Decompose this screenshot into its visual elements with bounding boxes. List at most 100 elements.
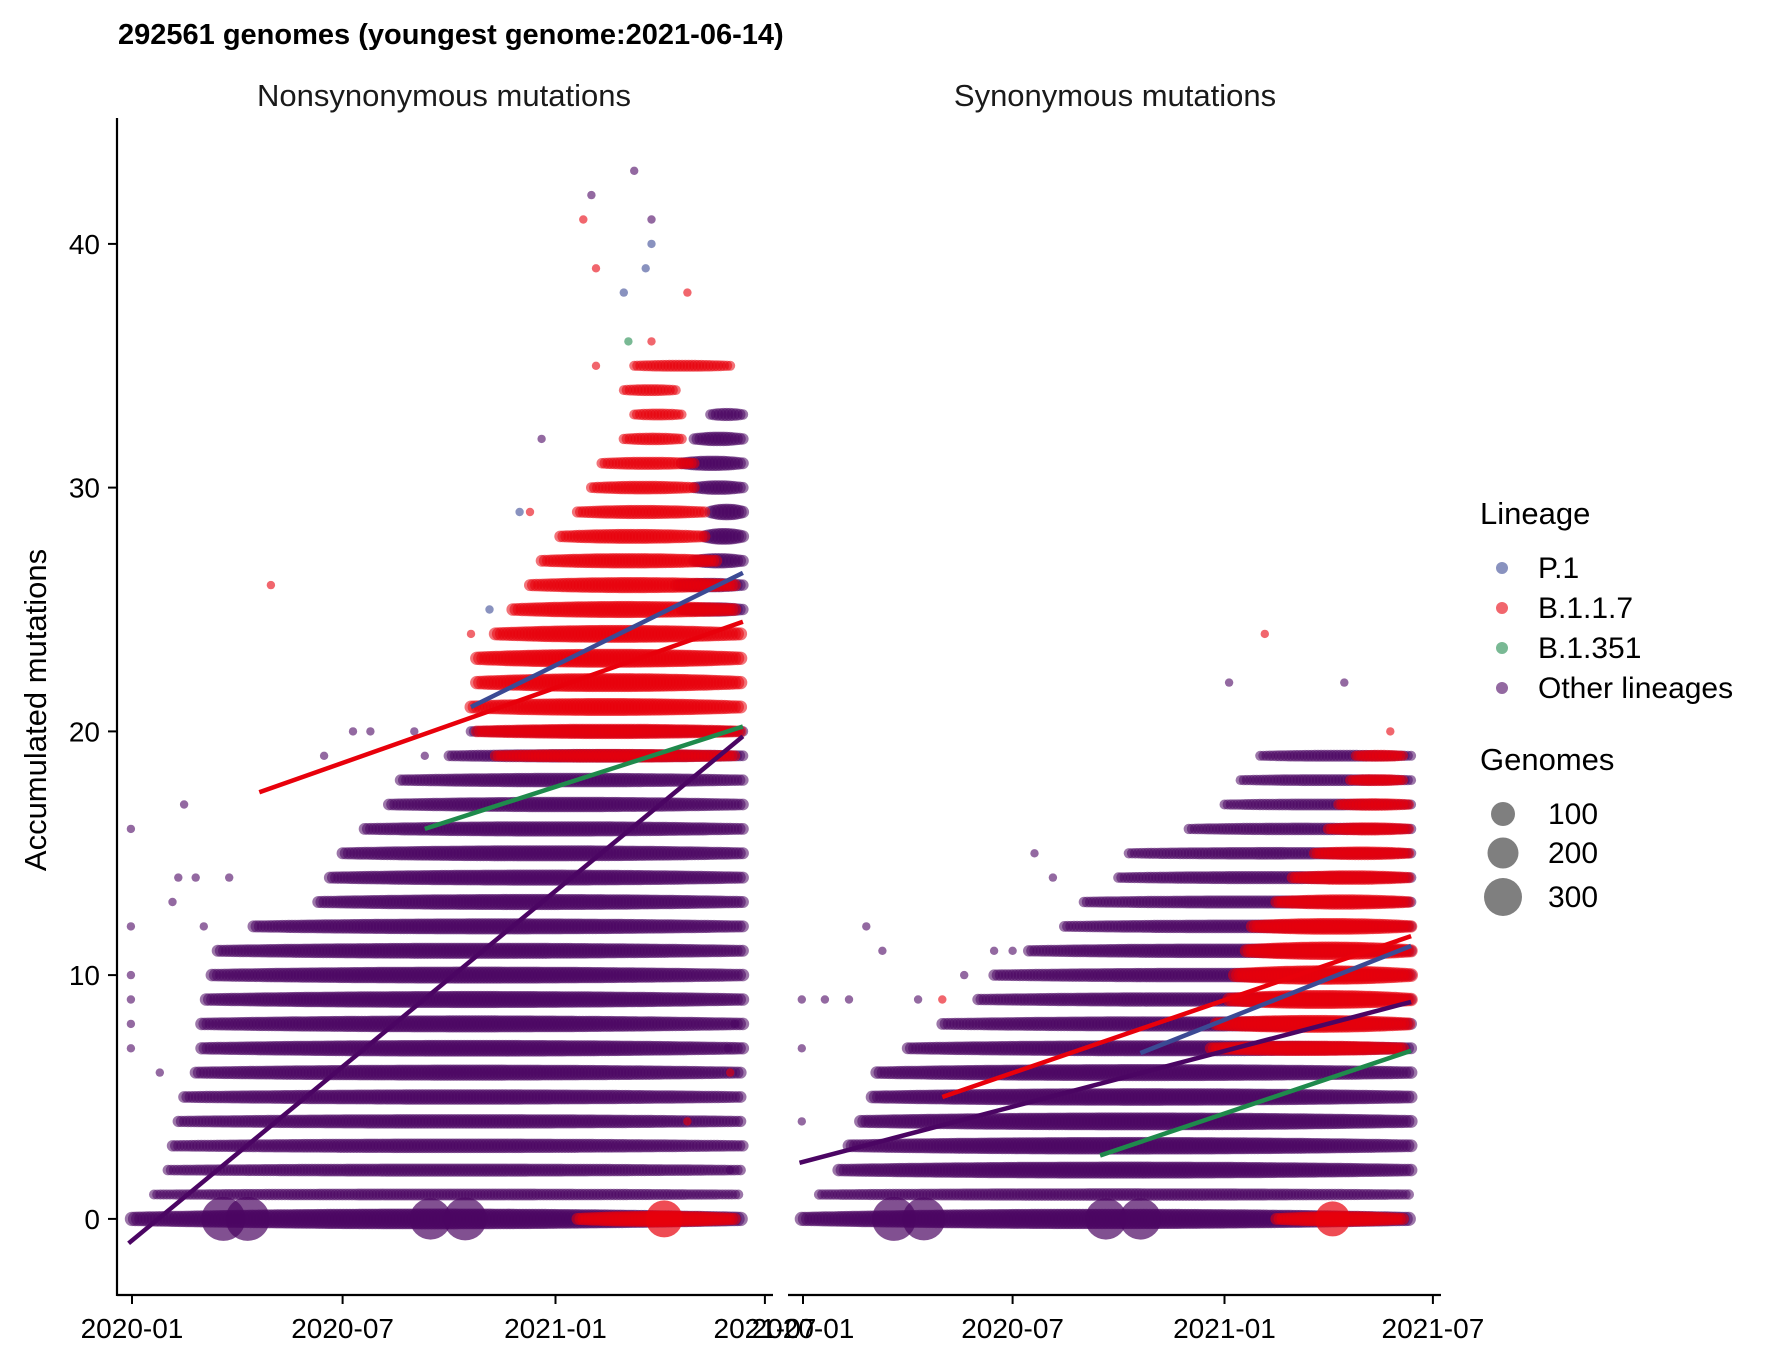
data-point	[728, 1212, 741, 1225]
outlier-point-other-lineages	[126, 824, 136, 834]
outlier-point-other-lineages	[126, 1019, 136, 1029]
panel-label-synonymous: Synonymous mutations	[954, 78, 1276, 113]
cluster-point-other-lineages	[443, 1197, 487, 1241]
data-point	[699, 506, 711, 518]
band-b-1-1-7-y28	[554, 528, 711, 544]
panel-label-nonsynonymous: Nonsynonymous mutations	[257, 78, 631, 113]
data-point	[689, 458, 700, 469]
band-other-lineages-y1	[149, 1188, 744, 1201]
data-point	[736, 968, 750, 982]
data-point	[728, 603, 742, 616]
band-other-lineages-y8	[195, 1015, 750, 1033]
band-other-lineages-y9	[199, 990, 750, 1009]
data-point	[1403, 1189, 1415, 1200]
panel-nonsynonymous: 2020-01 2020-07 2021-01 2021-07	[81, 166, 816, 1344]
outlier-point-other-lineages	[168, 897, 177, 907]
outlier-point-b-1-1-7	[726, 1068, 735, 1077]
outlier-point-other-lineages	[730, 1019, 739, 1029]
band-other-lineages-y17	[383, 796, 749, 813]
band-other-lineages-y14	[323, 869, 749, 886]
data-point	[676, 409, 687, 420]
band-other-lineages-y16	[358, 821, 749, 837]
band-b-1-1-7-y33	[629, 408, 687, 421]
band-other-lineages-y13	[312, 893, 749, 911]
outlier-point-other-lineages	[726, 1165, 735, 1175]
band-other-lineages-y11	[211, 942, 749, 959]
outlier-point-other-lineages	[126, 922, 136, 931]
outlier-point-b-1-1-7	[591, 264, 601, 273]
outlier-point-p-1	[619, 288, 628, 297]
outlier-point-other-lineages	[366, 727, 375, 736]
band-other-lineages-y7	[195, 1039, 750, 1057]
chart-title: 292561 genomes (youngest genome:2021-06-…	[118, 19, 784, 51]
data-point	[729, 750, 741, 762]
band-b-1-1-7-y34	[618, 384, 681, 397]
outlier-point-other-lineages	[225, 873, 234, 882]
cluster-point-other-lineages	[225, 1196, 270, 1241]
band-other-lineages-y4	[172, 1114, 747, 1129]
data-point	[733, 651, 748, 665]
outlier-point-b-1-1-7	[466, 629, 476, 639]
outlier-point-b-1-1-7	[579, 215, 588, 224]
band-b-1-1-7-y31	[596, 456, 700, 470]
data-point	[737, 823, 749, 835]
outlier-point-b-1-1-7	[683, 1117, 692, 1126]
data-point	[733, 1189, 744, 1200]
x-tick-label: 2020-07	[291, 1313, 394, 1344]
outlier-point-other-lineages	[126, 995, 136, 1004]
data-point	[736, 505, 750, 519]
outlier-point-p-1	[485, 605, 494, 614]
band-b-1-1-7-y29	[571, 504, 711, 520]
data-point	[736, 871, 749, 884]
data-point	[737, 774, 749, 786]
band-other-lineages-y32	[688, 431, 749, 447]
outlier-point-other-lineages	[537, 434, 546, 444]
data-point	[710, 554, 723, 567]
outlier-point-other-lineages	[319, 751, 329, 760]
outlier-point-b-1-1-7	[591, 361, 601, 370]
band-b-1-1-7-y23	[470, 648, 748, 668]
outlier-point-p-1	[515, 507, 524, 517]
outlier-point-other-lineages	[647, 215, 656, 224]
band-other-lineages-y29	[704, 503, 750, 521]
outlier-point-b-1-351	[624, 337, 633, 346]
outlier-point-b-1-1-7	[647, 337, 656, 346]
data-point	[734, 1115, 747, 1128]
band-other-lineages-y3	[166, 1138, 749, 1154]
data-point	[736, 530, 750, 543]
band-b-1-1-7-y35	[629, 359, 736, 372]
band-other-lineages-y12	[247, 918, 749, 935]
cluster-point-b-1-1-7	[645, 1200, 683, 1238]
y-axis-label: Accumulated mutations	[18, 549, 53, 871]
band-b-1-1-7-y27	[535, 553, 723, 569]
outlier-point-other-lineages	[723, 1044, 733, 1053]
data-point	[736, 993, 750, 1006]
outlier-point-other-lineages	[420, 751, 429, 760]
band-b-1-1-7-y32	[618, 432, 687, 446]
data-point	[698, 530, 711, 543]
outlier-point-other-lineages	[191, 873, 200, 882]
data-point	[736, 1042, 750, 1055]
data-point	[737, 798, 749, 811]
band-other-lineages-y15	[336, 845, 749, 862]
data-point	[1404, 1163, 1418, 1177]
band-b-1-1-7-y25	[506, 600, 742, 619]
data-point	[735, 1164, 746, 1176]
outlier-point-p-1	[641, 264, 650, 273]
x-tick-label: 2021-01	[504, 1313, 607, 1344]
data-point	[676, 433, 687, 445]
band-b-1-1-7-y19	[489, 748, 741, 763]
outlier-point-other-lineages	[174, 873, 183, 882]
outlier-point-other-lineages	[630, 166, 639, 175]
data-point	[736, 944, 749, 957]
outlier-point-p-1	[647, 239, 656, 249]
data-point	[736, 847, 749, 860]
data-point	[737, 1140, 749, 1152]
band-other-lineages-y1	[813, 1188, 1415, 1201]
band-b-1-1-7-y30	[586, 480, 700, 495]
outlier-point-b-1-1-7	[266, 580, 276, 590]
data-point	[688, 482, 700, 493]
outlier-point-other-lineages	[199, 922, 208, 931]
